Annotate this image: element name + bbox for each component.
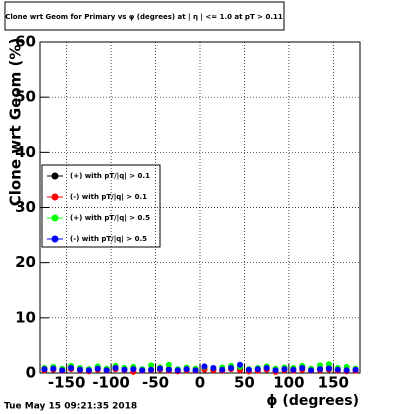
point — [165, 361, 172, 368]
x-tick-label: 50 — [234, 374, 255, 392]
legend-marker — [51, 235, 59, 243]
point — [290, 366, 297, 373]
point — [343, 367, 350, 374]
chart-title: Clone wrt Geom for Primary vs φ (degrees… — [5, 13, 283, 22]
y-tick-label: 10 — [15, 308, 36, 326]
point — [68, 365, 75, 372]
point — [77, 366, 83, 373]
point — [201, 363, 208, 370]
point — [50, 365, 57, 372]
timestamp: Tue May 15 09:21:35 2018 — [4, 402, 137, 412]
legend-label: (+) with pT/|q| > 0.5 — [70, 214, 150, 223]
point — [210, 365, 217, 372]
point — [263, 365, 270, 372]
point — [148, 366, 155, 373]
y-tick-label: 50 — [15, 88, 36, 106]
point — [183, 366, 190, 373]
point — [228, 365, 235, 372]
x-tick-label: -150 — [48, 374, 86, 392]
legend-marker — [51, 193, 59, 201]
legend-marker — [51, 214, 59, 222]
point — [272, 367, 279, 374]
x-tick-label: -100 — [92, 374, 130, 392]
y-tick-label: 20 — [15, 253, 36, 271]
point — [94, 365, 101, 372]
point — [325, 365, 332, 372]
point — [103, 367, 110, 374]
point — [334, 366, 341, 373]
x-tick-label: 0 — [195, 374, 205, 392]
legend-label: (+) with pT/|q| > 0.1 — [70, 172, 150, 181]
point — [130, 366, 137, 373]
point — [192, 367, 199, 374]
legend-box — [41, 164, 161, 248]
point — [299, 365, 306, 372]
point — [245, 366, 252, 373]
legend-marker — [51, 172, 59, 180]
point — [112, 365, 119, 372]
point — [165, 366, 172, 373]
x-axis-title: ϕ (degrees) — [266, 393, 359, 409]
x-tick-label: 150 — [318, 374, 349, 392]
point — [317, 366, 323, 373]
point — [281, 366, 288, 373]
title-box — [4, 1, 285, 31]
legend-label: (-) with pT/|q| > 0.5 — [70, 235, 147, 244]
y-tick-label: 60 — [15, 33, 36, 51]
point — [121, 366, 128, 373]
point — [352, 366, 359, 373]
y-tick-label: 40 — [15, 143, 36, 161]
point — [254, 366, 261, 373]
point — [59, 367, 66, 374]
point — [41, 366, 48, 373]
y-axis-title: Clone wrt Geom (%) — [7, 38, 25, 207]
x-tick-label: 100 — [273, 374, 304, 392]
point — [174, 367, 181, 374]
x-tick-label: -50 — [142, 374, 169, 392]
point — [325, 361, 332, 368]
point — [308, 367, 315, 374]
y-tick-label: 0 — [26, 364, 36, 382]
point — [85, 367, 92, 374]
point — [148, 362, 155, 369]
legend-label: (-) with pT/|q| > 0.1 — [70, 193, 147, 202]
point — [157, 365, 163, 372]
point — [237, 361, 243, 368]
point — [139, 367, 146, 374]
y-tick-label: 30 — [15, 198, 36, 216]
point — [219, 366, 226, 373]
